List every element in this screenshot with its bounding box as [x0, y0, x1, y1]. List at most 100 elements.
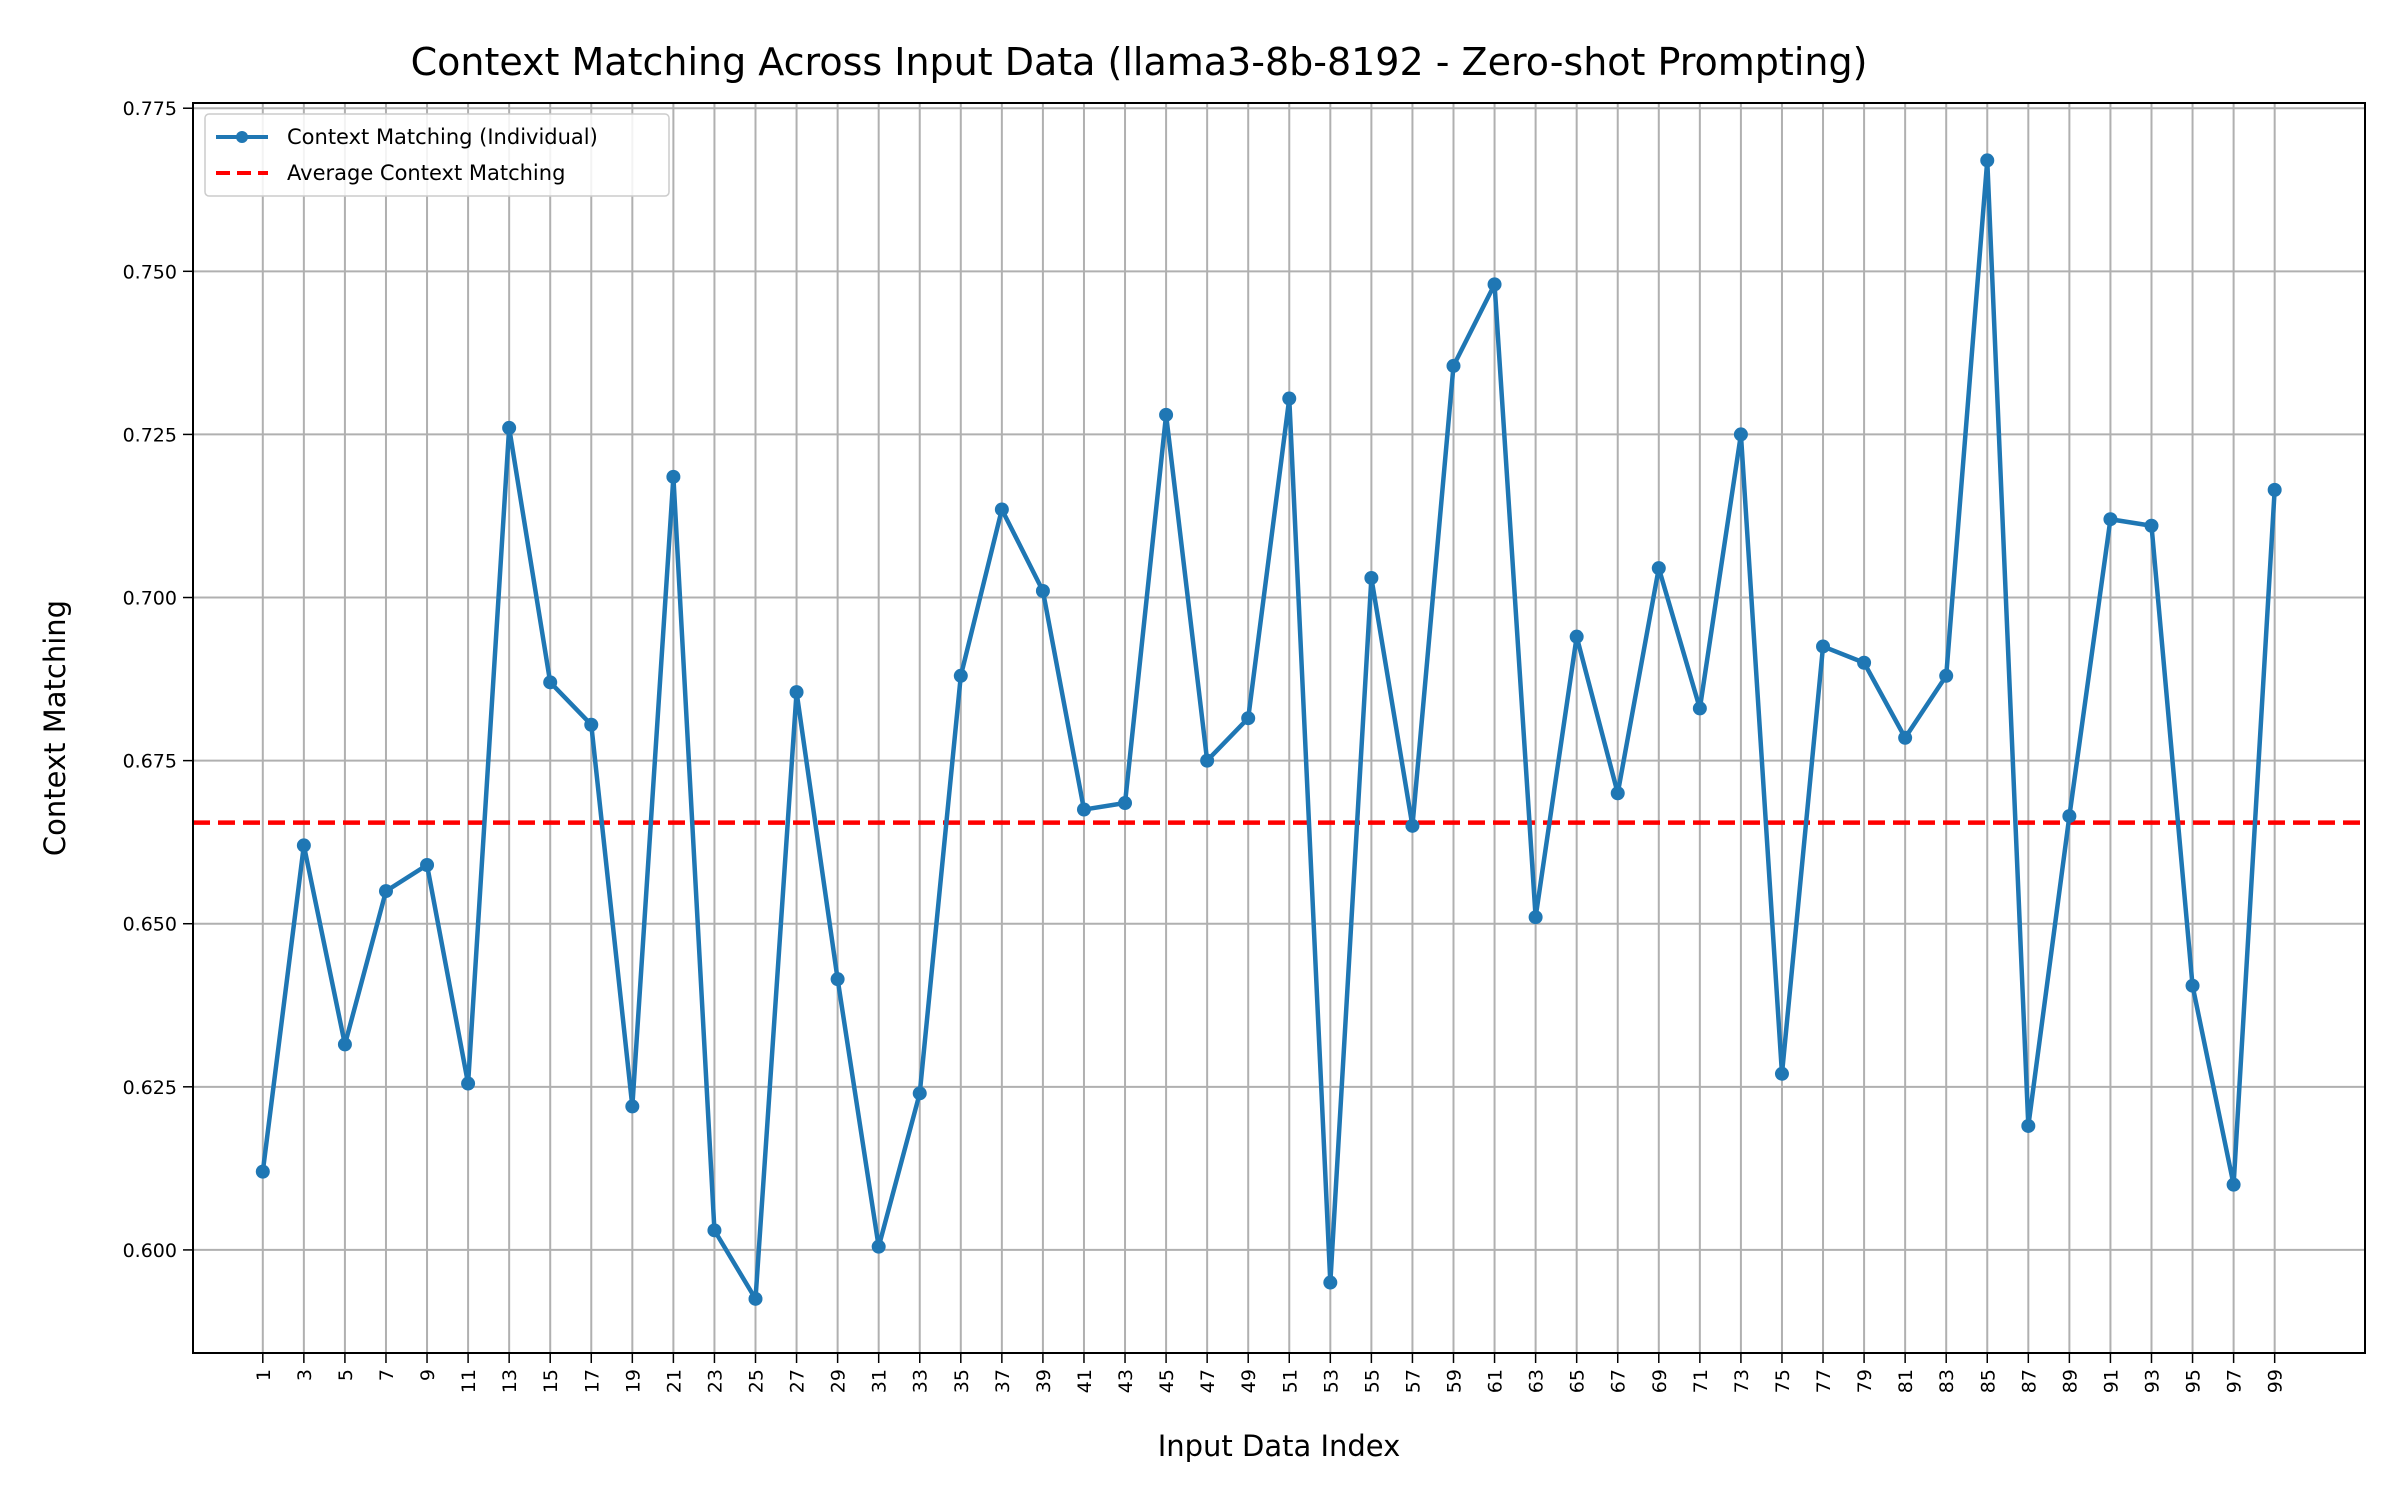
data-point	[337, 1037, 352, 1052]
data-point	[1569, 629, 1584, 644]
data-point	[1528, 910, 1543, 925]
data-point	[1980, 153, 1995, 168]
x-tick-label: 71	[1690, 1369, 1712, 1393]
y-tick-label: 0.775	[123, 98, 177, 120]
data-point	[1898, 730, 1913, 745]
x-axis-label: Input Data Index	[1158, 1429, 1401, 1463]
x-tick-label: 15	[540, 1369, 562, 1393]
x-tick-label: 1	[253, 1369, 275, 1381]
x-tick-label: 85	[1977, 1369, 1999, 1393]
data-point	[1692, 701, 1707, 716]
data-point	[871, 1239, 886, 1254]
x-tick-label: 25	[746, 1369, 768, 1393]
data-point	[2185, 978, 2200, 993]
data-point	[666, 469, 681, 484]
y-tick-label: 0.675	[123, 751, 177, 773]
x-tick-label: 19	[622, 1369, 644, 1393]
legend-label-individual: Context Matching (Individual)	[287, 125, 598, 149]
data-point	[2062, 809, 2077, 824]
y-tick-label: 0.600	[123, 1240, 177, 1262]
data-point	[543, 675, 558, 690]
data-point	[1610, 786, 1625, 801]
x-tick-label: 97	[2224, 1369, 2246, 1393]
data-point	[1159, 407, 1174, 422]
data-point	[707, 1223, 722, 1238]
x-tick-label: 51	[1279, 1369, 1301, 1393]
data-point	[1446, 358, 1461, 373]
x-tick-label: 29	[828, 1369, 850, 1393]
data-point	[1282, 391, 1297, 406]
y-tick-label: 0.700	[123, 588, 177, 610]
data-point	[748, 1291, 763, 1306]
x-tick-label: 79	[1854, 1369, 1876, 1393]
data-point	[994, 502, 1009, 517]
x-tick-label: 65	[1567, 1369, 1589, 1393]
x-tick-label: 99	[2265, 1369, 2287, 1393]
data-point	[584, 717, 599, 732]
x-tick-label: 3	[294, 1369, 316, 1381]
x-tick-label: 5	[335, 1369, 357, 1381]
x-tick-label: 95	[2183, 1369, 2205, 1393]
x-tick-label: 77	[1813, 1369, 1835, 1393]
y-tick-label: 0.625	[123, 1077, 177, 1099]
y-tick-label: 0.725	[123, 424, 177, 446]
data-point	[1816, 639, 1831, 654]
x-tick-label: 17	[581, 1369, 603, 1393]
legend-marker-individual	[236, 131, 248, 143]
data-point	[2103, 512, 2118, 527]
data-point	[1774, 1066, 1789, 1081]
x-tick-label: 13	[499, 1369, 521, 1393]
x-tick-label: 7	[376, 1369, 398, 1381]
plot-frame	[192, 102, 2366, 1354]
x-tick-label: 75	[1772, 1369, 1794, 1393]
data-point	[1076, 802, 1091, 817]
data-point	[1241, 711, 1256, 726]
data-point	[2226, 1177, 2241, 1192]
data-point	[255, 1164, 270, 1179]
x-tick-label: 33	[910, 1369, 932, 1393]
data-point	[830, 972, 845, 987]
chart-title: Context Matching Across Input Data (llam…	[411, 40, 1868, 84]
data-point	[1323, 1275, 1338, 1290]
data-point	[2267, 482, 2282, 497]
data-point	[1857, 655, 1872, 670]
x-tick-label: 69	[1649, 1369, 1671, 1393]
plot-area	[193, 103, 2365, 1353]
data-point	[420, 858, 435, 873]
y-tick-label: 0.650	[123, 914, 177, 936]
data-point	[296, 838, 311, 853]
x-tick-label: 23	[704, 1369, 726, 1393]
data-point	[1405, 818, 1420, 833]
x-tick-label: 91	[2100, 1369, 2122, 1393]
x-tick-label: 55	[1361, 1369, 1383, 1393]
data-point	[1118, 796, 1133, 811]
data-point	[1200, 753, 1215, 768]
x-tick-label: 41	[1074, 1369, 1096, 1393]
gridlines	[193, 103, 2365, 1353]
legend-box	[204, 113, 670, 197]
x-tick-label: 39	[1033, 1369, 1055, 1393]
x-tick-label: 53	[1320, 1369, 1342, 1393]
data-point	[1733, 427, 1748, 442]
x-tick-label: 67	[1608, 1369, 1630, 1393]
x-tick-label: 57	[1402, 1369, 1424, 1393]
legend: Context Matching (Individual) Average Co…	[204, 113, 670, 197]
x-tick-label: 59	[1443, 1369, 1465, 1393]
x-tick-label: 87	[2018, 1369, 2040, 1393]
data-point	[378, 884, 393, 899]
x-tick-label: 31	[869, 1369, 891, 1393]
y-tick-label: 0.750	[123, 261, 177, 283]
x-tick-label: 81	[1895, 1369, 1917, 1393]
x-tick-label: 27	[787, 1369, 809, 1393]
series-line-group	[255, 153, 2282, 1306]
series-line-individual	[260, 158, 2277, 1302]
x-tick-label: 35	[951, 1369, 973, 1393]
data-point	[502, 420, 517, 435]
data-point	[2021, 1118, 2036, 1133]
y-axis-label: Context Matching	[38, 600, 72, 856]
x-tick-label: 63	[1526, 1369, 1548, 1393]
data-point	[2144, 518, 2159, 533]
x-tick-label: 43	[1115, 1369, 1137, 1393]
data-point	[1651, 561, 1666, 576]
